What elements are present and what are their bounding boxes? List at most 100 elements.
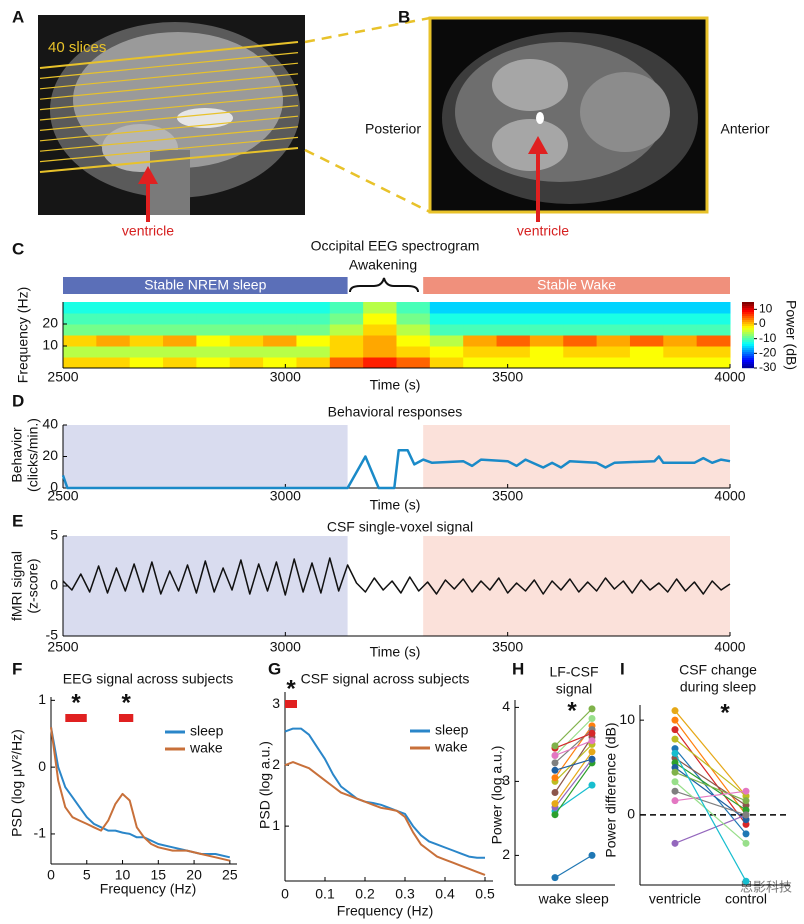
pair-dot [588, 729, 596, 737]
colorbar-step [742, 308, 754, 311]
x-tick-label: 0.3 [395, 886, 415, 902]
heat-cell [696, 357, 731, 369]
pair-dot [588, 755, 596, 763]
ventricle-spot [536, 112, 544, 124]
x-tick-label: 3000 [270, 488, 301, 504]
pair-line [674, 753, 747, 882]
slice-line [39, 147, 299, 173]
heat-cell [496, 335, 531, 347]
heat-cell [396, 346, 431, 358]
x-tick-label: control [725, 891, 767, 907]
heat-cell [63, 346, 97, 358]
watermark: 思影科技 [740, 881, 792, 896]
heat-cell [629, 357, 664, 369]
pair-line [554, 740, 593, 757]
pair-dot [671, 707, 679, 715]
colorbar-step [742, 326, 754, 329]
x-tick-label: 4000 [714, 639, 745, 655]
heat-cell [629, 346, 664, 358]
slice-line [39, 52, 299, 79]
x-axis-label: Frequency (Hz) [100, 881, 196, 897]
heat-cell [596, 346, 631, 358]
heat-cell [63, 357, 97, 369]
heat-cell [129, 313, 164, 325]
heat-cell [329, 346, 364, 358]
pair-line [554, 758, 593, 808]
heat-cell [296, 324, 331, 336]
x-tick-label: 3500 [492, 488, 523, 504]
colorbar-step [742, 354, 754, 357]
heat-cell [363, 357, 397, 369]
pair-dot [671, 797, 679, 805]
heat-cell [429, 302, 464, 314]
pair-dot [742, 811, 750, 819]
y-tick-label: 0 [627, 806, 635, 822]
x-tick-label: 10 [115, 867, 131, 883]
slice-line [39, 41, 299, 69]
x-tick-label: 0.1 [315, 886, 335, 902]
colorbar-step [742, 366, 754, 369]
chart-title: CSF single-voxel signal [327, 519, 473, 535]
heat-cell [229, 302, 264, 314]
heat-cell [529, 313, 564, 325]
stage-bar [423, 277, 730, 294]
shaded-region [423, 425, 730, 488]
colorbar-step [742, 360, 754, 363]
heat-cell [63, 313, 97, 325]
pair-dot [671, 778, 679, 786]
heat-cell [563, 313, 598, 325]
slice-lines [39, 41, 299, 173]
y-tick-label: 40 [42, 416, 58, 432]
heat-cell [296, 346, 331, 358]
pair-dot [551, 800, 559, 808]
heat-cell [663, 313, 698, 325]
connector [304, 148, 431, 214]
heat-cell [529, 335, 564, 347]
heat-cell [429, 324, 464, 336]
pair-dot [671, 768, 679, 776]
y-tick-label: 10 [42, 337, 58, 353]
heat-cell [529, 302, 564, 314]
colorbar-step [742, 304, 754, 307]
pair-dot [671, 735, 679, 743]
x-tick-label: 0 [47, 867, 55, 883]
chart-title: signal [556, 681, 593, 697]
panel-letter: I [620, 659, 625, 678]
colorbar-step [742, 328, 754, 331]
heat-cell [629, 335, 664, 347]
y-axis-label: fMRI signal [9, 551, 25, 621]
slice-line [39, 62, 299, 90]
heat-cell [629, 324, 664, 336]
panel-letter: E [12, 511, 23, 530]
pair-dot [671, 749, 679, 757]
y-tick-label: 1 [272, 817, 280, 833]
colorbar-step [742, 356, 754, 359]
shaded-region [63, 425, 348, 488]
panel-letter: F [12, 659, 22, 678]
lobe [580, 72, 670, 152]
colorbar-step [742, 320, 754, 323]
heat-cell [596, 324, 631, 336]
heat-cell [163, 335, 197, 347]
colorbar-step [742, 364, 754, 367]
heat-cell [496, 357, 531, 369]
heat-cell [196, 302, 231, 314]
y-tick-label: 10 [619, 711, 635, 727]
heat-cell [163, 324, 197, 336]
heat-cell [463, 324, 498, 336]
slice-line [39, 126, 299, 152]
heat-cell [329, 335, 364, 347]
legend-label: sleep [190, 723, 224, 739]
y-tick-label: 4 [502, 698, 510, 714]
significance-star: * [567, 697, 577, 724]
heat-cell [629, 302, 664, 314]
pair-line [674, 757, 747, 806]
pair-dot [551, 742, 559, 750]
colorbar-step [742, 312, 754, 315]
y-tick-label: 20 [42, 315, 58, 331]
pair-dot [588, 705, 596, 713]
colorbar-step [742, 348, 754, 351]
heat-cell [496, 346, 531, 358]
heat-cell [196, 335, 231, 347]
y-tick-label: 0 [50, 479, 58, 495]
